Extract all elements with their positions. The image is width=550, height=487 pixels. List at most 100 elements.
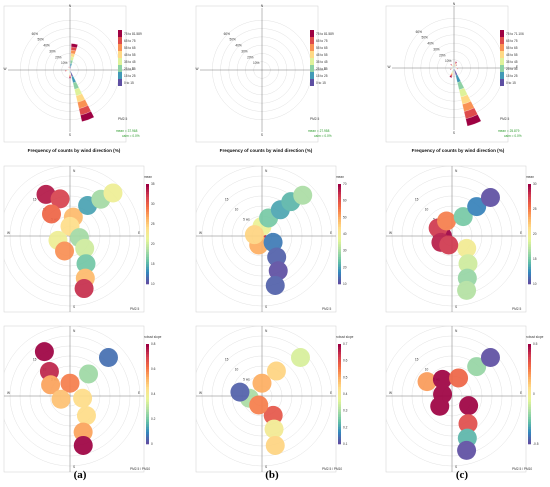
colorbar-step: [338, 254, 341, 257]
colorbar-step: [338, 219, 341, 222]
colorbar-step: [528, 359, 531, 362]
colorbar-tick: 10: [343, 282, 347, 286]
colorbar-step: [146, 249, 149, 252]
surface-blob: [103, 183, 123, 203]
colorbar-tick: 0.5: [343, 375, 348, 379]
colorbar-step: [338, 234, 341, 237]
colorbar-step: [528, 399, 531, 402]
windrose-title: Frequency of counts by wind direction (%…: [220, 148, 313, 153]
colorbar-step: [528, 419, 531, 422]
colorbar-step: [338, 374, 341, 377]
compass-label: E: [520, 391, 522, 395]
colorbar-step: [528, 264, 531, 267]
legend-swatch: [500, 30, 504, 37]
stat-calm: calm = 0.0%: [122, 134, 140, 138]
stat-calm: calm = 0.0%: [504, 134, 522, 138]
petal-segment: [455, 61, 458, 63]
legend-swatch: [500, 44, 504, 51]
surface-blob: [73, 388, 93, 408]
compass-label: S: [453, 131, 455, 135]
legend-swatch: [118, 51, 122, 58]
colorbar-step: [338, 244, 341, 247]
surface-blob: [439, 235, 459, 255]
plot-footer: PM2.5: [322, 307, 331, 311]
colorbar-step: [338, 246, 341, 250]
colorbar-tick: 0.2: [343, 425, 348, 429]
colorbar-step: [528, 401, 531, 405]
ring-label: 20%: [55, 55, 62, 59]
colorbar-step: [146, 414, 149, 417]
colorbar-step: [146, 281, 149, 285]
compass-label: S: [69, 133, 71, 137]
colorbar-step: [338, 394, 341, 397]
svg-text:(c): (c): [456, 469, 469, 481]
colorbar-step: [528, 229, 531, 232]
colorbar-tick: -0.5: [533, 442, 539, 446]
compass-label: E: [516, 65, 518, 69]
ring-label: 10%: [253, 61, 260, 65]
colorbar-tick: 0.1: [343, 442, 348, 446]
colorbar-title: robust slope: [144, 335, 162, 339]
colorbar-step: [338, 429, 341, 432]
colorbar-tick: 0.5: [533, 342, 538, 346]
windrose-c: 10% 20% 30%40% 50% 60% N E S W 0 to 15 15 to 25 25 …: [385, 2, 524, 153]
colorbar-step: [528, 406, 531, 410]
surface: [34, 342, 118, 455]
surface-blob: [50, 189, 70, 209]
colorbar-step: [338, 236, 341, 240]
colorbar-step: [338, 201, 341, 205]
colorbar-step: [528, 191, 531, 195]
surface-blob: [263, 405, 283, 425]
colorbar-step: [146, 399, 149, 402]
colorbar-step: [528, 409, 531, 412]
colorbar-step: [146, 244, 149, 247]
ring-label: 30%: [433, 47, 440, 51]
colorbar-step: [146, 206, 149, 210]
ring-label: 50%: [230, 38, 237, 42]
speed-label: 5 ws: [243, 217, 250, 221]
legend-label: 15 to 25: [506, 74, 518, 78]
colorbar-tick: 70: [343, 182, 347, 186]
colorbar-step: [338, 391, 341, 395]
windrose-frame: [385, 5, 509, 143]
legend-label: 65 to 75: [506, 39, 518, 43]
surface-blob: [264, 419, 284, 439]
colorbar-step: [528, 184, 531, 187]
plot-footer: PM2.5: [512, 307, 521, 311]
petal-segment: [449, 68, 451, 71]
colorbar-tick: 0.2: [151, 417, 156, 421]
colorbar-step: [146, 266, 149, 270]
colorbar-step: [528, 389, 531, 392]
colorbar-step: [146, 401, 149, 405]
legend-swatch: [118, 58, 122, 65]
colorbar-step: [338, 239, 341, 242]
colorbar-step: [338, 351, 341, 355]
compass-label: E: [324, 67, 326, 71]
colorbar-step: [528, 346, 531, 350]
petal-segment: [449, 75, 453, 78]
colorbar-step: [146, 264, 149, 267]
legend-swatch: [500, 51, 504, 58]
compass-label: S: [73, 305, 75, 309]
colorbar-step: [146, 439, 149, 442]
colorbar-tick: 10: [533, 282, 537, 286]
colorbar-step: [528, 404, 531, 407]
colorbar-tick: 0: [151, 442, 153, 446]
plot-frame: [385, 325, 527, 473]
colorbar-step: [146, 429, 149, 432]
legend-label: 15 to 25: [316, 74, 328, 78]
colorbar-step: [528, 276, 531, 280]
colorbar-step: [146, 366, 149, 370]
colorbar-tick: 50: [343, 215, 347, 219]
colorbar-step: [528, 379, 531, 382]
surface-blob: [263, 232, 283, 252]
colorbar-step: [338, 349, 341, 352]
colorbar-tick: 35: [151, 182, 155, 186]
legend-swatch: [118, 37, 122, 44]
stat-mean: mean = 27.958: [308, 129, 330, 133]
surface-blob: [430, 396, 450, 416]
colorbar-step: [146, 271, 149, 275]
petal-segment: [80, 111, 95, 122]
colorbar-step: [528, 256, 531, 260]
compass-label: E: [138, 391, 140, 395]
